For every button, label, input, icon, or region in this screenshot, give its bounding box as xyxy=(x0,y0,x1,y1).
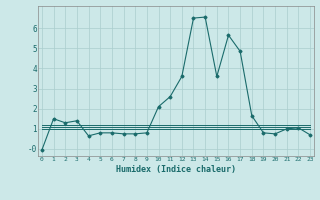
X-axis label: Humidex (Indice chaleur): Humidex (Indice chaleur) xyxy=(116,165,236,174)
